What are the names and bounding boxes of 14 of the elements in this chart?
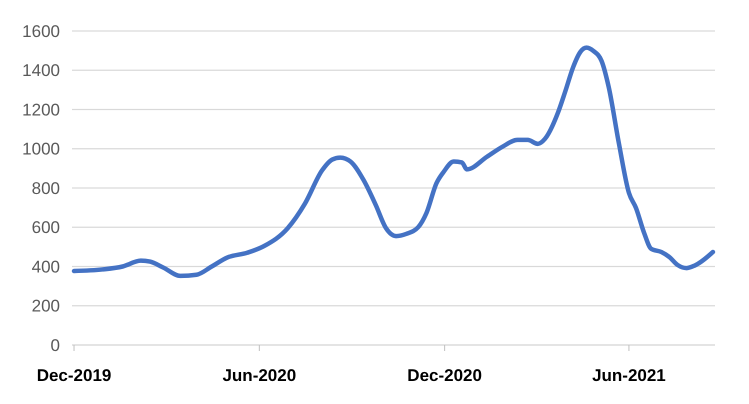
y-tick-label: 200 xyxy=(32,296,60,316)
y-tick-label: 1400 xyxy=(22,61,60,80)
y-tick-label: 800 xyxy=(32,178,60,198)
line-series xyxy=(72,45,716,278)
x-tick-label: Dec-2020 xyxy=(407,366,482,385)
y-tick-label: 0 xyxy=(50,336,60,355)
x-tick-label: Dec-2019 xyxy=(36,366,112,385)
x-tick-label: Jun-2020 xyxy=(222,366,296,385)
y-tick-label: 1600 xyxy=(22,22,60,41)
y-tick-label: 400 xyxy=(32,257,60,276)
y-tick-label: 1000 xyxy=(22,140,60,159)
x-tick-label: Jun-2021 xyxy=(592,366,666,385)
y-tick-label: 1200 xyxy=(22,100,60,120)
y-tick-label: 600 xyxy=(32,218,60,238)
